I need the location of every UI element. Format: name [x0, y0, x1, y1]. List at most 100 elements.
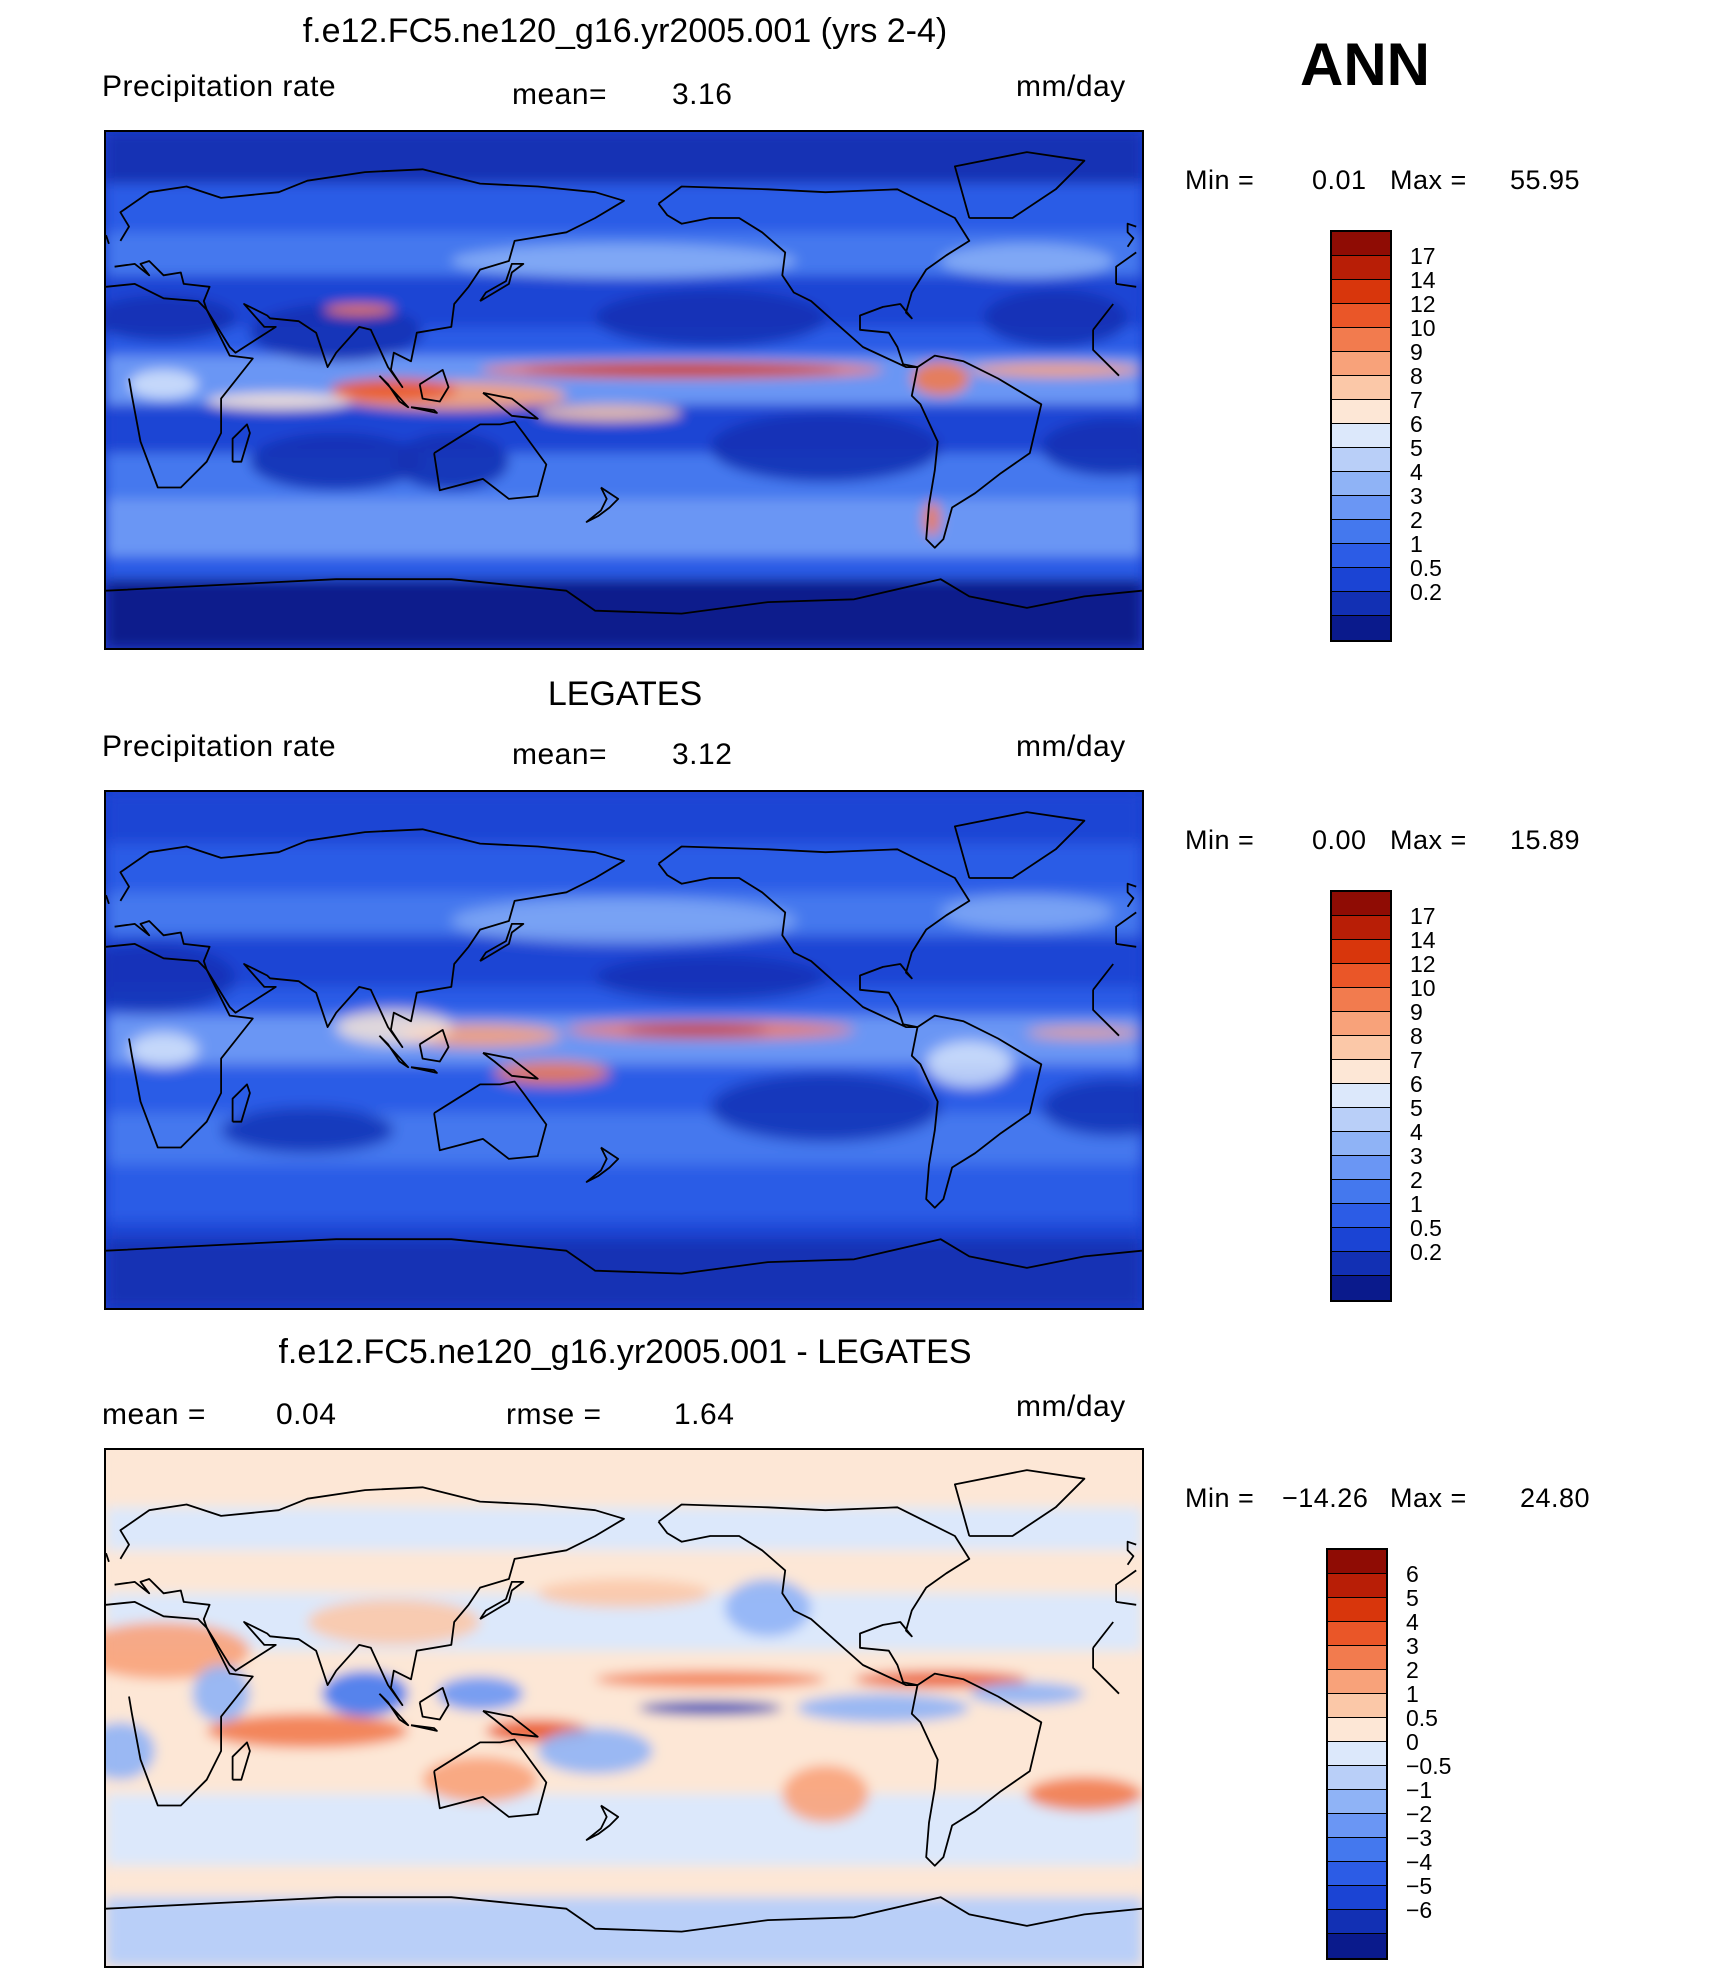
colorbar-tick-label: 9	[1410, 339, 1423, 365]
latitude-band	[106, 1897, 1142, 1966]
positive-bias	[206, 1713, 409, 1749]
colorbar-tick-label: −4	[1406, 1849, 1433, 1875]
field-layer	[106, 1450, 1142, 1966]
panel2-map-svg	[106, 792, 1142, 1308]
colorbar-swatch	[1328, 1694, 1386, 1718]
coastline-segment	[585, 1146, 620, 1183]
latitude-band	[106, 498, 1142, 557]
colorbar-swatch	[1332, 1060, 1390, 1084]
coastline-segment	[378, 1693, 410, 1727]
colorbar-swatch	[1332, 352, 1390, 376]
panel3-min-label: Min =	[1185, 1483, 1255, 1513]
colorbar-swatch	[1332, 1204, 1390, 1228]
colorbar-swatch	[1332, 988, 1390, 1012]
colorbar-swatch	[1332, 376, 1390, 400]
panel2-max-label: Max =	[1390, 825, 1467, 855]
colorbar-swatch	[1332, 1252, 1390, 1276]
colorbar-swatch	[1332, 940, 1390, 964]
indian-ocean-band	[206, 392, 351, 411]
colorbar-tick-label: 17	[1410, 243, 1436, 269]
colorbar-tick-label: 2	[1406, 1657, 1419, 1683]
latitude-band	[106, 843, 1142, 893]
panel2-variable-label: Precipitation rate	[102, 730, 337, 763]
colorbar-tick-label: 3	[1410, 1143, 1423, 1169]
colorbar-tick-label: 9	[1410, 999, 1423, 1025]
colorbar-swatch	[1328, 1862, 1386, 1886]
colorbar-swatch	[1328, 1790, 1386, 1814]
positive-bias	[1026, 1776, 1142, 1812]
latitude-band	[106, 1865, 1142, 1898]
colorbar-swatch	[1332, 328, 1390, 352]
panel2-mean-label: mean=	[512, 738, 608, 771]
positive-bias	[854, 1670, 1027, 1688]
panel1-title: f.e12.FC5.ne120_g16.yr2005.001 (yrs 2-4)	[302, 12, 948, 50]
panel1-map	[104, 130, 1144, 650]
panel1-max-value: 55.95	[1510, 165, 1581, 195]
negative-bias	[436, 1676, 524, 1711]
colorbar-swatch	[1332, 1132, 1390, 1156]
coastline-segment	[106, 943, 1120, 1149]
storm-track	[451, 243, 797, 279]
colorbar-tick-label: −2	[1406, 1801, 1433, 1827]
himalaya-peak	[324, 304, 394, 316]
coastline-segment	[657, 185, 971, 368]
panel1-variable-label: Precipitation rate	[102, 70, 337, 103]
coastline-segment	[418, 369, 450, 403]
colorbar-swatch	[1332, 256, 1390, 280]
colorbar-tick-label: 6	[1406, 1561, 1419, 1587]
colorbar-tick-label: 7	[1410, 387, 1423, 413]
panel2-units: mm/day	[1016, 730, 1126, 763]
colorbar-tick-label: 10	[1410, 315, 1436, 341]
latitude-band	[106, 579, 1142, 648]
colorbar-swatch	[1332, 232, 1390, 256]
coastline-segment	[410, 1724, 438, 1732]
coastline-segment	[106, 1601, 1120, 1807]
colorbar-tick-label: 17	[1410, 903, 1436, 929]
storm-track	[451, 898, 797, 944]
coastline-segment	[114, 168, 1137, 388]
colorbar-swatch	[1332, 1180, 1390, 1204]
storm-track	[940, 895, 1114, 930]
panel3-min-value: −14.26	[1282, 1483, 1369, 1513]
colorbar-swatch	[1328, 1718, 1386, 1742]
colorbar-tick-label: 4	[1406, 1609, 1419, 1635]
coastline-segment	[106, 222, 1137, 248]
colorbar-swatch	[1332, 916, 1390, 940]
coastline-segment	[954, 811, 1086, 879]
colorbar-swatch	[1328, 1670, 1386, 1694]
colorbar-swatch	[1332, 1276, 1390, 1300]
coastline-segment	[231, 423, 251, 463]
latitude-band	[106, 1507, 1142, 1551]
coastline-segment	[378, 375, 410, 409]
colorbar-tick-label: 2	[1410, 1167, 1423, 1193]
negative-bias	[192, 1665, 250, 1723]
panel1-min-label: Min =	[1185, 165, 1255, 195]
colorbar-tick-label: −3	[1406, 1825, 1433, 1851]
panel3-mean-value: 0.04	[276, 1398, 337, 1431]
coastline-segment	[231, 1741, 251, 1781]
colorbar-tick-label: 14	[1410, 927, 1436, 953]
coastline-segment	[482, 1710, 539, 1738]
coastline-segment	[479, 263, 525, 302]
negative-bias	[796, 1693, 970, 1723]
coastline-segment	[378, 1035, 410, 1069]
colorbar-tick-label: 3	[1410, 483, 1423, 509]
negative-bias	[537, 1728, 653, 1774]
coastline-segment	[106, 283, 1120, 489]
colorbar-tick-label: 4	[1410, 459, 1423, 485]
panel1-mean-value: 3.16	[672, 78, 733, 111]
positive-bias	[595, 1670, 826, 1688]
colorbar-tick-label: 1	[1410, 1191, 1423, 1217]
colorbar-swatch	[1332, 892, 1390, 916]
panel3-mean-label: mean =	[102, 1398, 206, 1431]
colorbar-swatch	[1328, 1598, 1386, 1622]
coastline-segment	[106, 578, 1142, 615]
coastline-segment	[433, 1080, 548, 1160]
colorbar-swatch	[1328, 1622, 1386, 1646]
panel2-max-value: 15.89	[1510, 825, 1581, 855]
latitude-band	[106, 1239, 1142, 1308]
itcz-core	[624, 1024, 768, 1036]
storm-track	[940, 243, 1114, 279]
coastline-segment	[106, 1896, 1142, 1933]
andes-peak	[923, 501, 941, 537]
